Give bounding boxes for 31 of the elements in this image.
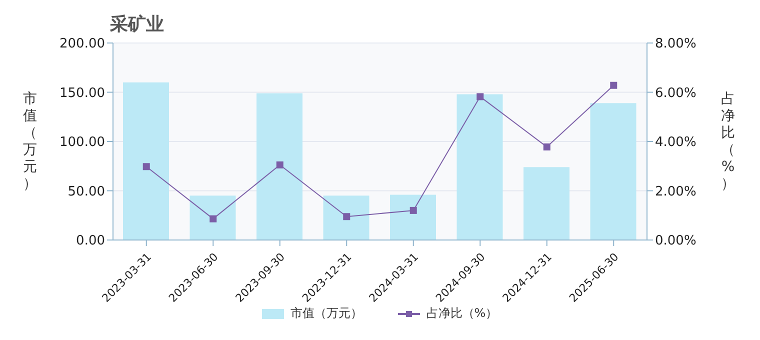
legend-label: 市值（万元） <box>289 305 362 322</box>
y2-axis-title: 占净比（%） <box>721 91 735 192</box>
y-tick-label: 50.00 <box>68 184 105 200</box>
point <box>476 93 484 100</box>
point <box>610 82 618 89</box>
bar <box>123 82 169 240</box>
y-tick-label: 100.00 <box>60 135 105 150</box>
legend-label: 占净比（%） <box>425 305 498 322</box>
bar <box>323 196 370 240</box>
bar <box>190 196 236 240</box>
bar <box>524 167 570 240</box>
point <box>276 161 284 168</box>
point <box>142 163 150 170</box>
point <box>210 215 217 222</box>
point <box>343 213 350 220</box>
y2-tick-label: 4.00% <box>655 135 696 150</box>
point <box>543 143 550 150</box>
bar <box>256 93 302 240</box>
y-axis-title: 市值（万元） <box>23 91 37 192</box>
y2-tick-label: 2.00% <box>655 184 696 200</box>
y-tick-label: 200.00 <box>60 36 105 52</box>
y2-tick-label: 0.00% <box>655 234 696 249</box>
y-tick-label: 0.00 <box>76 234 105 249</box>
y2-tick-label: 8.00% <box>655 36 696 52</box>
bar <box>456 94 503 240</box>
bar <box>590 103 636 240</box>
y-tick-label: 150.00 <box>60 86 105 101</box>
bar <box>390 194 436 240</box>
point <box>410 206 417 214</box>
chart-title: 采矿业 <box>110 13 164 36</box>
y2-tick-label: 6.00% <box>655 86 696 101</box>
